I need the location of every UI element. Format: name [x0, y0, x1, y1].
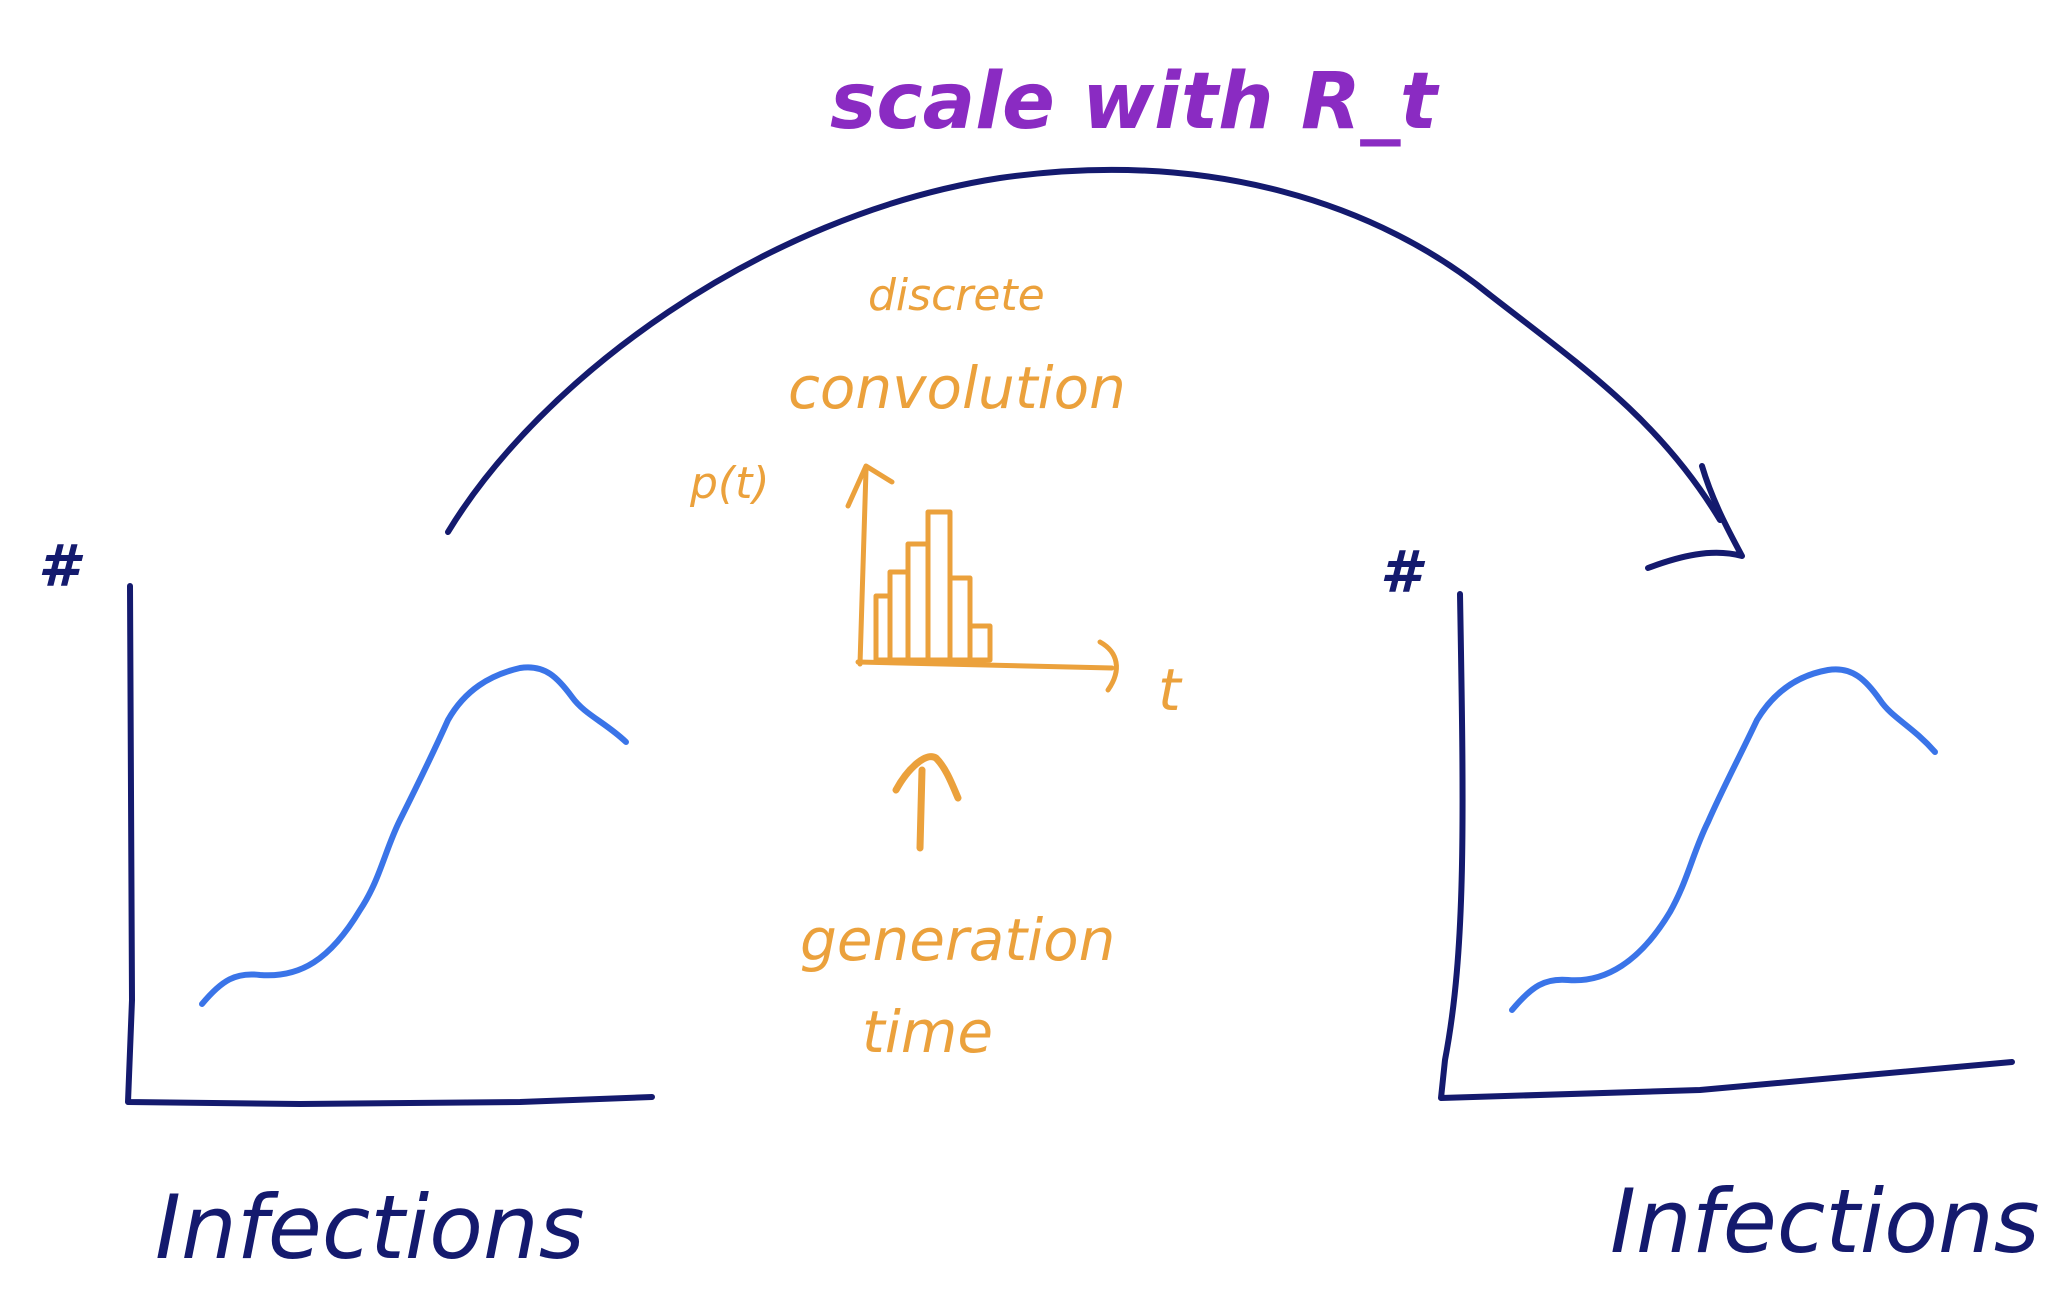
convolution-label: convolution: [788, 354, 1126, 422]
right-caption: Infections: [1610, 1170, 2040, 1273]
scale-arrow: [445, 167, 1745, 571]
left-infections-plot: # Infections: [38, 532, 655, 1279]
right-axes: [1438, 591, 2015, 1101]
kernel-bar: [947, 575, 973, 663]
discrete-label: discrete: [868, 270, 1045, 321]
kernel-bar: [967, 623, 993, 663]
left-y-axis-label: #: [38, 532, 84, 600]
right-y-axis-label: #: [1380, 538, 1426, 606]
left-axes: [125, 583, 655, 1107]
kernel-y-axis-label: p(t): [689, 458, 770, 509]
convolution-kernel: discrete convolution p(t) t generation t…: [689, 270, 1183, 1066]
title: scale with R_t: [830, 57, 1440, 147]
time-label: time: [862, 998, 993, 1066]
kernel-histogram: [873, 509, 993, 663]
kernel-axes: [845, 463, 1119, 693]
kernel-bar: [925, 509, 953, 663]
left-caption: Infections: [155, 1176, 585, 1279]
scale-arrow-arc: [445, 167, 1723, 535]
kernel-bar: [887, 569, 911, 663]
title-group: scale with R_t: [830, 57, 1440, 147]
generation-label: generation: [800, 906, 1115, 974]
kernel-x-axis-label: t: [1158, 656, 1183, 724]
right-infections-plot: # Infections: [1380, 538, 2040, 1273]
kernel-bar: [905, 541, 931, 663]
generation-time-arrow: [892, 753, 962, 852]
left-infection-curve: [199, 664, 629, 1007]
scale-arrow-head: [1645, 463, 1745, 571]
right-infection-curve: [1509, 666, 1938, 1013]
